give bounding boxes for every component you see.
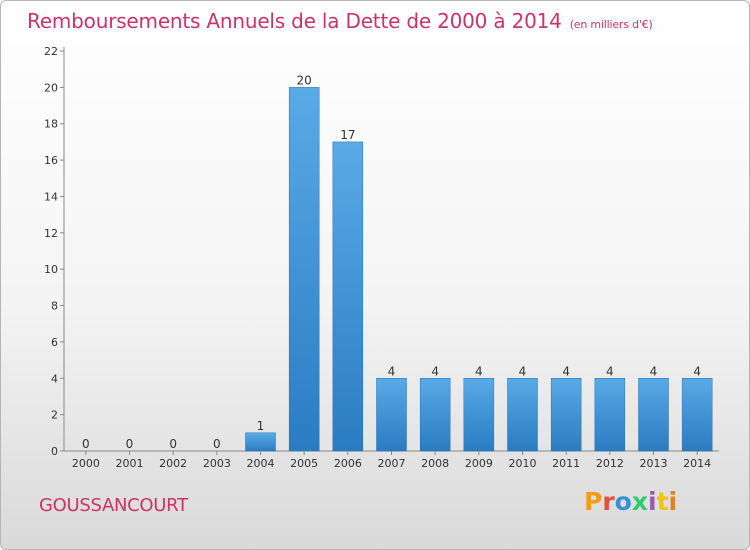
x-tick-label: 2009	[465, 457, 493, 470]
x-tick-label: 2007	[378, 457, 406, 470]
x-tick-label: 2000	[72, 457, 100, 470]
data-label: 0	[213, 437, 221, 451]
logo-letter: t	[656, 487, 669, 516]
x-tick-label: 2014	[683, 457, 711, 470]
data-label: 17	[340, 128, 355, 142]
bar	[288, 87, 320, 452]
bar	[507, 378, 538, 452]
data-label: 4	[431, 364, 439, 378]
logo-letter: x	[631, 487, 648, 516]
y-tick-label: 6	[51, 336, 58, 349]
data-label: 1	[257, 419, 265, 433]
y-tick-label: 14	[44, 190, 58, 203]
proxiti-logo: Proxiti	[584, 487, 677, 516]
chart-title-text: Remboursements Annuels de la Dette de 20…	[27, 9, 562, 33]
data-label: 0	[126, 437, 134, 451]
bar	[638, 378, 669, 452]
data-label: 4	[606, 364, 614, 378]
bar	[681, 378, 713, 452]
bar	[419, 378, 451, 452]
data-label: 4	[693, 364, 701, 378]
bar	[550, 378, 582, 452]
bar	[376, 378, 407, 452]
x-tick-label: 2013	[640, 457, 668, 470]
y-tick-label: 22	[44, 45, 58, 58]
x-tick-label: 2008	[421, 457, 449, 470]
y-tick-label: 0	[51, 445, 58, 458]
x-tick-label: 2011	[552, 457, 580, 470]
data-label: 4	[475, 364, 483, 378]
data-label: 4	[388, 364, 396, 378]
y-tick-label: 4	[51, 372, 58, 385]
logo-letter: i	[668, 487, 678, 516]
bar	[463, 378, 495, 452]
data-label: 4	[562, 364, 570, 378]
x-tick-label: 2012	[596, 457, 624, 470]
y-tick-label: 20	[44, 81, 58, 94]
data-label: 20	[297, 73, 312, 87]
y-tick-label: 2	[51, 409, 58, 422]
y-tick-label: 16	[44, 154, 58, 167]
chart-subtitle: (en milliers d'€)	[569, 18, 653, 31]
data-label: 0	[82, 437, 90, 451]
y-tick-label: 8	[51, 300, 58, 313]
logo-letter: r	[602, 487, 615, 516]
logo-letter: o	[614, 487, 632, 516]
x-tick-label: 2001	[116, 457, 144, 470]
x-tick-label: 2006	[334, 457, 362, 470]
x-tick-label: 2005	[290, 457, 318, 470]
chart-title: Remboursements Annuels de la Dette de 20…	[27, 9, 653, 33]
data-label: 0	[169, 437, 177, 451]
data-label: 4	[519, 364, 527, 378]
y-tick-label: 12	[44, 227, 58, 240]
y-tick-label: 10	[44, 263, 58, 276]
bar	[594, 378, 626, 452]
y-tick-label: 18	[44, 118, 58, 131]
bar	[332, 141, 364, 452]
x-tick-label: 2004	[247, 457, 275, 470]
commune-name: GOUSSANCOURT	[39, 495, 188, 516]
logo-letter: i	[648, 487, 657, 516]
bar	[245, 432, 276, 452]
logo-letter: P	[584, 487, 603, 516]
data-label: 4	[650, 364, 658, 378]
x-tick-label: 2010	[509, 457, 537, 470]
x-tick-label: 2002	[159, 457, 187, 470]
x-tick-label: 2003	[203, 457, 231, 470]
